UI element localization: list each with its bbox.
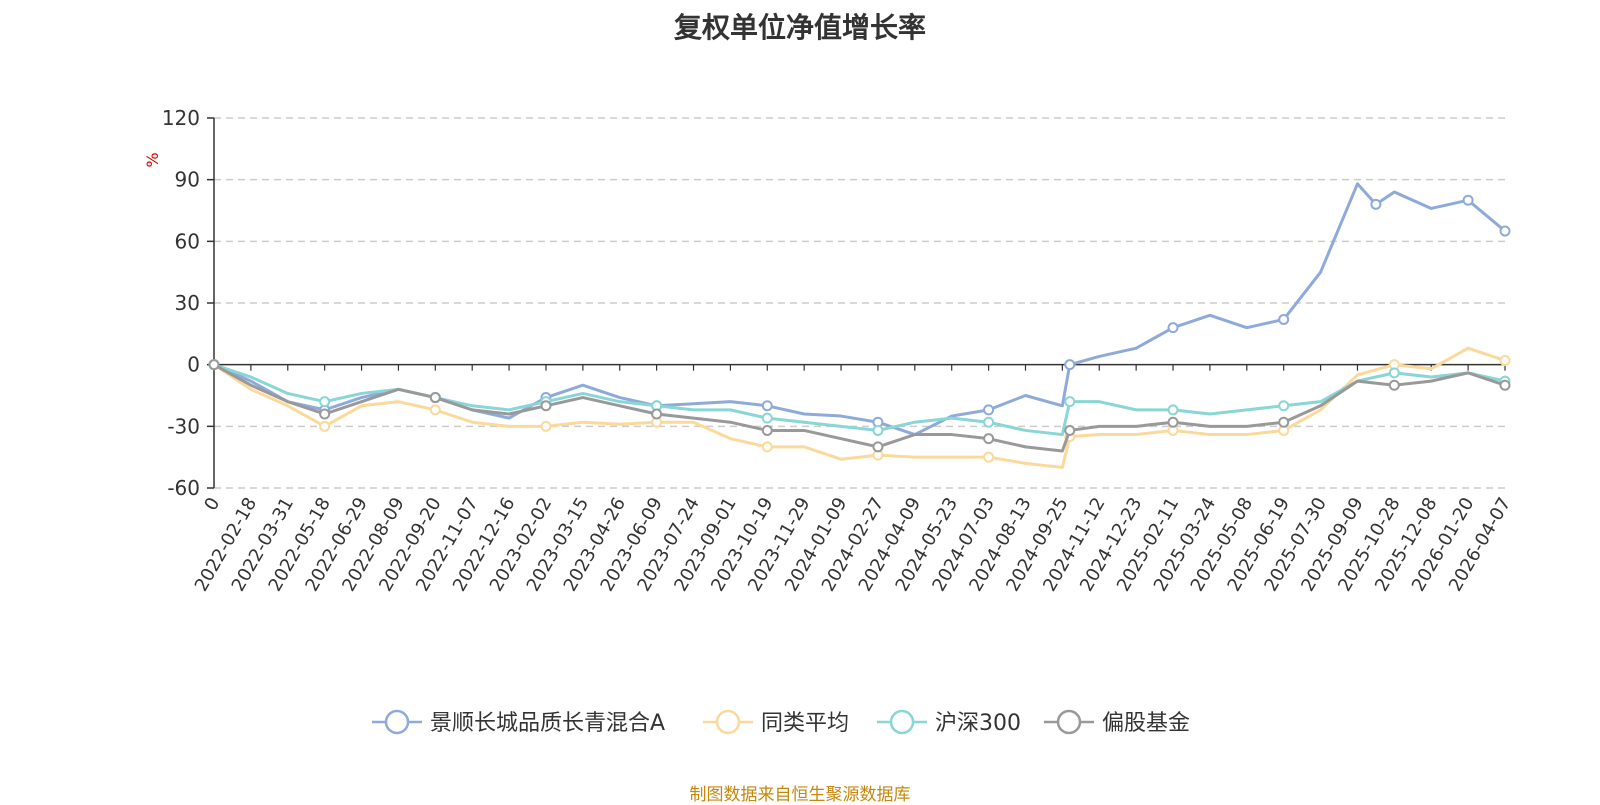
legend-label: 同类平均 [761,711,849,736]
y-tick-label: 90 [175,168,200,192]
y-tick-labels: 120 90 60 30 0 -30 -60 [162,106,200,500]
data-point [1388,379,1400,391]
legend[interactable]: 景顺长城品质长青混合A 同类平均 沪深300 偏股基金 [372,709,1190,736]
y-tick-label: -60 [167,476,200,500]
data-point [1064,396,1076,408]
series-line [213,346,1506,469]
legend-marker-icon [1056,709,1082,735]
data-point [1462,194,1474,206]
y-tick-label: 30 [175,291,200,315]
series-line [213,363,1506,453]
legend-label: 偏股基金 [1102,711,1190,736]
data-point [761,400,773,412]
y-tick-label: -30 [167,414,200,438]
data-point [1278,313,1290,325]
data-point [319,408,331,420]
data-point [983,433,995,445]
legend-marker-icon [384,709,410,735]
data-point [1278,416,1290,428]
data-point [1499,355,1511,367]
y-tick-label: 0 [187,353,200,377]
y-tick-label: 120 [162,106,200,130]
data-point [208,359,220,371]
y-tick-label: 60 [175,229,200,253]
data-point [1388,367,1400,379]
data-point [540,400,552,412]
data-point [1167,322,1179,334]
series-line [213,363,1506,437]
data-point [761,441,773,453]
y-unit-label: % [143,152,162,167]
data-point [651,408,663,420]
x-tick-labels: 02022-02-182022-03-312022-05-182022-06-2… [191,494,1516,595]
grid-lines [214,117,1505,489]
data-point [1167,404,1179,416]
data-point [1064,359,1076,371]
data-point [1167,416,1179,428]
data-point [1499,225,1511,237]
data-point [761,412,773,424]
data-point [429,404,441,416]
x-tick-label: 0 [200,494,224,514]
data-point [872,424,884,436]
data-point [319,420,331,432]
legend-label: 沪深300 [935,711,1021,736]
data-point [761,424,773,436]
series-line [213,182,1506,437]
series-lines [208,182,1511,469]
data-point [1370,198,1382,210]
data-point [983,451,995,463]
data-point [1064,424,1076,436]
legend-label: 景顺长城品质长青混合A [430,711,665,736]
data-point [429,392,441,404]
data-point [1278,400,1290,412]
data-point [540,420,552,432]
data-point [872,441,884,453]
data-point [983,416,995,428]
data-point [319,396,331,408]
source-note: 制图数据来自恒生聚源数据库 [689,785,911,805]
legend-marker-icon [715,709,741,735]
data-point [1499,379,1511,391]
legend-marker-icon [889,709,915,735]
data-point [983,404,995,416]
chart-title: 复权单位净值增长率 [673,11,926,44]
